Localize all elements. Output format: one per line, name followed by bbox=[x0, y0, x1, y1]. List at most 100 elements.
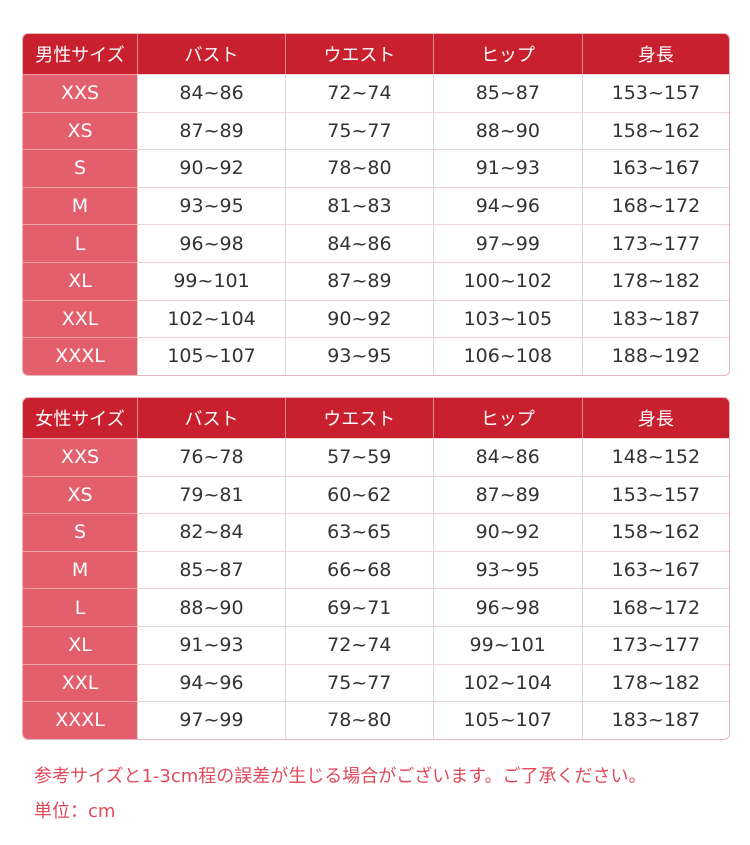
measurement-cell: 153~157 bbox=[581, 74, 729, 112]
measurement-cell: 96~98 bbox=[432, 588, 582, 626]
table-row: XS 79~81 60~62 87~89 153~157 bbox=[23, 475, 729, 514]
measurement-cell: 148~152 bbox=[581, 438, 729, 476]
measurement-cell: 72~74 bbox=[285, 74, 433, 112]
table-row: XXL 102~104 90~92 103~105 183~187 bbox=[23, 299, 729, 338]
size-label: XXXL bbox=[23, 701, 138, 739]
table-row: XS 87~89 75~77 88~90 158~162 bbox=[23, 111, 729, 150]
measurement-cell: 81~83 bbox=[285, 186, 433, 225]
measurement-cell: 173~177 bbox=[581, 224, 729, 262]
men-size-table: 男性サイズ バスト ウエスト ヒップ 身長 XXS 84~86 72~74 85~87 153~1… bbox=[22, 33, 730, 376]
table-row: M 93~95 81~83 94~96 168~172 bbox=[23, 186, 729, 225]
measurement-cell: 153~157 bbox=[581, 475, 729, 514]
size-label: XXS bbox=[23, 74, 137, 112]
header-row: 男性サイズ バスト ウエスト ヒップ 身長 bbox=[23, 34, 729, 74]
measurement-cell: 75~77 bbox=[285, 111, 433, 150]
table-row: XL 99~101 87~89 100~102 178~182 bbox=[23, 261, 729, 300]
size-label: S bbox=[23, 513, 138, 551]
measurement-cell: 93~95 bbox=[285, 337, 433, 375]
measurement-cell: 90~92 bbox=[432, 513, 582, 551]
table-row: XXXL 105~107 93~95 106~108 188~192 bbox=[23, 337, 729, 375]
table-row: S 82~84 63~65 90~92 158~162 bbox=[23, 513, 729, 551]
women-size-table: 女性サイズ バスト ウエスト ヒップ 身長 XXS 76~78 57~59 84~86 148~1… bbox=[22, 397, 730, 740]
column-header: ウエスト bbox=[285, 34, 433, 74]
size-label: S bbox=[23, 149, 137, 187]
measurement-cell: 85~87 bbox=[137, 550, 285, 589]
measurement-cell: 88~90 bbox=[137, 588, 285, 626]
table-row: XXS 76~78 57~59 84~86 148~152 bbox=[23, 438, 729, 476]
size-label: XL bbox=[23, 261, 137, 300]
measurement-cell: 96~98 bbox=[137, 224, 286, 262]
measurement-cell: 87~89 bbox=[432, 475, 582, 514]
measurement-cell: 90~92 bbox=[137, 149, 286, 187]
measurement-cell: 163~167 bbox=[581, 149, 729, 187]
column-header: ウエスト bbox=[284, 398, 433, 438]
measurement-cell: 158~162 bbox=[581, 513, 729, 551]
measurement-cell: 63~65 bbox=[284, 513, 433, 551]
measurement-cell: 82~84 bbox=[137, 513, 285, 551]
measurement-cell: 105~107 bbox=[432, 701, 582, 739]
measurement-cell: 100~102 bbox=[432, 261, 582, 300]
measurement-cell: 168~172 bbox=[581, 186, 729, 225]
size-label: XS bbox=[23, 475, 138, 514]
measurement-cell: 87~89 bbox=[137, 111, 286, 150]
table-row: L 96~98 84~86 97~99 173~177 bbox=[23, 224, 729, 262]
measurement-cell: 91~93 bbox=[137, 625, 285, 664]
measurement-cell: 91~93 bbox=[432, 149, 582, 187]
size-label: XXXL bbox=[23, 337, 137, 375]
measurement-cell: 79~81 bbox=[137, 475, 285, 514]
measurement-cell: 66~68 bbox=[284, 550, 433, 589]
size-label: XXL bbox=[23, 299, 137, 338]
size-label: M bbox=[23, 186, 137, 225]
table-row: XL 91~93 72~74 99~101 173~177 bbox=[23, 625, 729, 664]
measurement-cell: 84~86 bbox=[432, 438, 582, 476]
measurement-cell: 173~177 bbox=[581, 625, 729, 664]
measurement-cell: 90~92 bbox=[285, 299, 433, 338]
measurement-cell: 105~107 bbox=[137, 337, 286, 375]
measurement-cell: 106~108 bbox=[432, 337, 582, 375]
measurement-cell: 97~99 bbox=[137, 701, 285, 739]
size-label: XL bbox=[23, 625, 138, 664]
measurement-cell: 188~192 bbox=[581, 337, 729, 375]
measurement-cell: 85~87 bbox=[432, 74, 582, 112]
unit-note: 単位：cm bbox=[34, 801, 116, 822]
measurement-cell: 93~95 bbox=[137, 186, 286, 225]
measurement-cell: 102~104 bbox=[432, 663, 582, 702]
measurement-cell: 69~71 bbox=[284, 588, 433, 626]
measurement-cell: 102~104 bbox=[137, 299, 286, 338]
measurement-cell: 97~99 bbox=[432, 224, 582, 262]
tolerance-note: 参考サイズと1-3cm程の誤差が生じる場合がございます。ご了承ください。 bbox=[34, 766, 647, 787]
measurement-cell: 78~80 bbox=[284, 701, 433, 739]
size-label: L bbox=[23, 588, 138, 626]
measurement-cell: 178~182 bbox=[581, 663, 729, 702]
table-row: S 90~92 78~80 91~93 163~167 bbox=[23, 149, 729, 187]
table-row: L 88~90 69~71 96~98 168~172 bbox=[23, 588, 729, 626]
table-row: XXL 94~96 75~77 102~104 178~182 bbox=[23, 663, 729, 702]
measurement-cell: 78~80 bbox=[285, 149, 433, 187]
measurement-cell: 84~86 bbox=[137, 74, 286, 112]
size-label: XXL bbox=[23, 663, 138, 702]
measurement-cell: 60~62 bbox=[284, 475, 433, 514]
measurement-cell: 163~167 bbox=[581, 550, 729, 589]
measurement-cell: 93~95 bbox=[432, 550, 582, 589]
measurement-cell: 94~96 bbox=[137, 663, 285, 702]
table-row: XXS 84~86 72~74 85~87 153~157 bbox=[23, 74, 729, 112]
table-row: M 85~87 66~68 93~95 163~167 bbox=[23, 550, 729, 589]
size-label: XXS bbox=[23, 438, 138, 476]
measurement-cell: 178~182 bbox=[581, 261, 729, 300]
measurement-cell: 76~78 bbox=[137, 438, 285, 476]
column-header: 男性サイズ bbox=[23, 34, 137, 74]
measurement-cell: 94~96 bbox=[432, 186, 582, 225]
column-header: ヒップ bbox=[432, 398, 582, 438]
size-label: M bbox=[23, 550, 138, 589]
measurement-cell: 88~90 bbox=[432, 111, 582, 150]
measurement-cell: 99~101 bbox=[432, 625, 582, 664]
table-row: XXXL 97~99 78~80 105~107 183~187 bbox=[23, 701, 729, 739]
measurement-cell: 72~74 bbox=[284, 625, 433, 664]
column-header: バスト bbox=[137, 34, 286, 74]
header-row: 女性サイズ バスト ウエスト ヒップ 身長 bbox=[23, 398, 729, 438]
measurement-cell: 84~86 bbox=[285, 224, 433, 262]
measurement-cell: 99~101 bbox=[137, 261, 286, 300]
measurement-cell: 168~172 bbox=[581, 588, 729, 626]
measurement-cell: 87~89 bbox=[285, 261, 433, 300]
measurement-cell: 103~105 bbox=[432, 299, 582, 338]
